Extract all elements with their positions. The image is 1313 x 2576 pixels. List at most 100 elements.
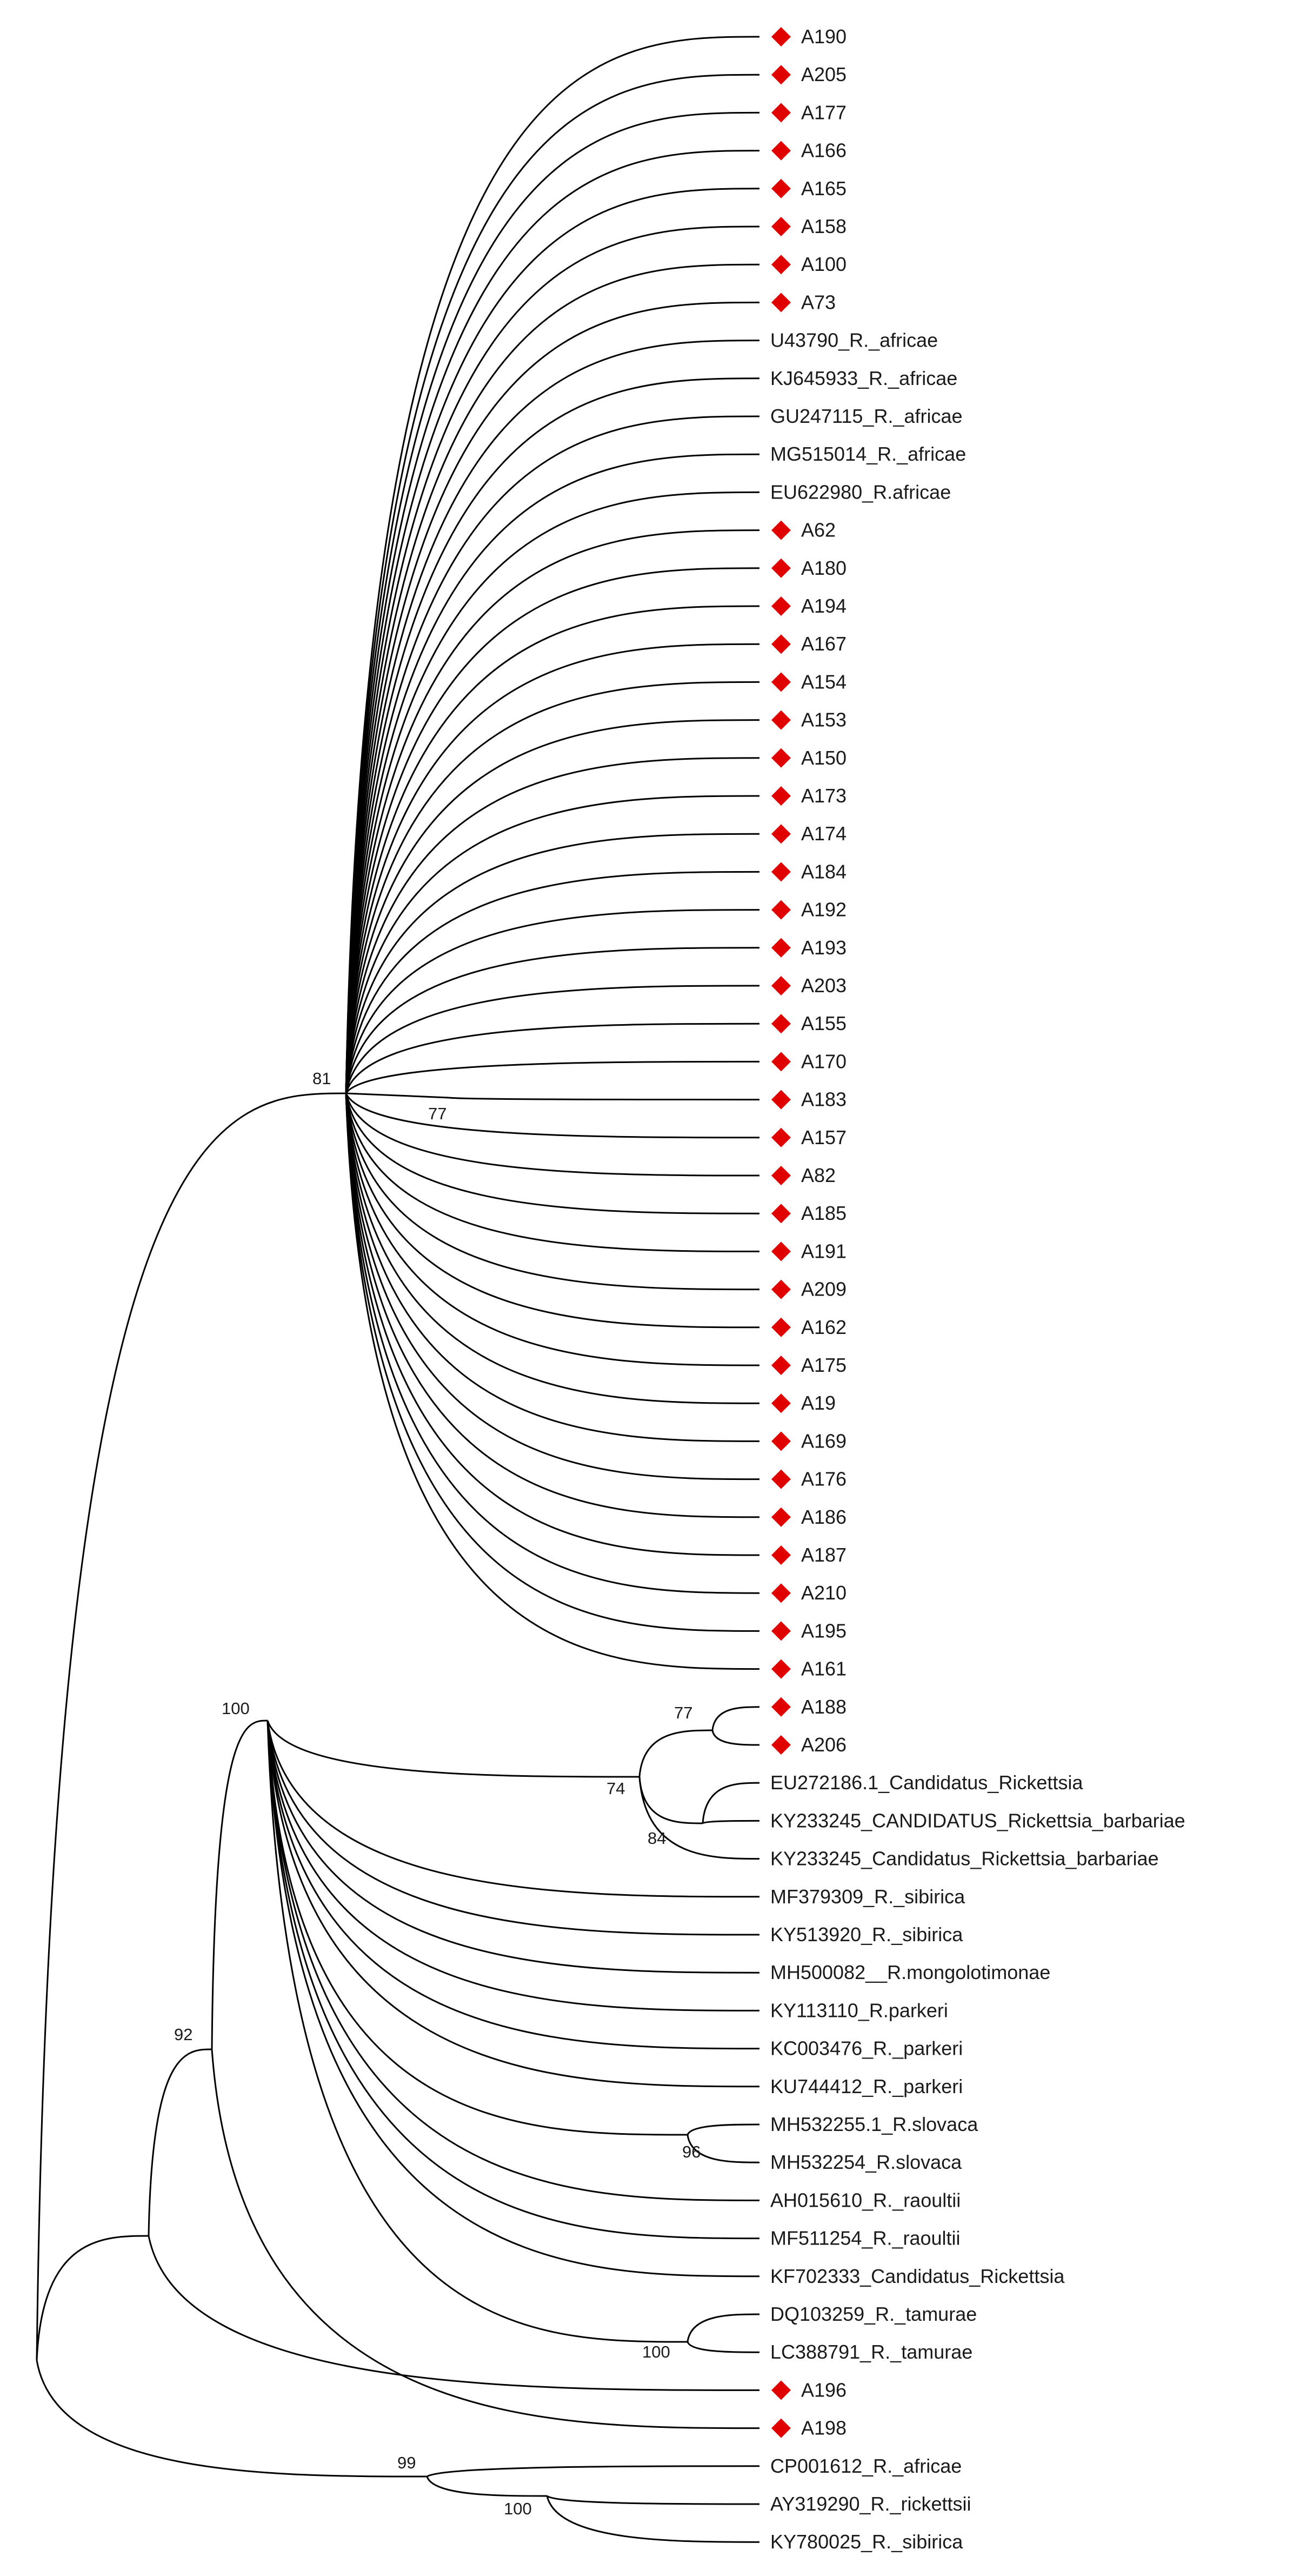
sample-marker-icon [771, 1090, 791, 1110]
sample-marker-icon [771, 938, 791, 958]
branch-KC003476_R._parkeri [266, 1720, 760, 2050]
branch-A166 [345, 150, 760, 1094]
branch-A203 [345, 985, 760, 1094]
tip-label: A161 [801, 1658, 847, 1680]
branch-A186 [345, 1093, 760, 1518]
tip-label: A206 [801, 1734, 847, 1756]
tip-label: A169 [801, 1430, 847, 1452]
tip-label: U43790_R._africae [770, 329, 938, 351]
sample-marker-icon [771, 65, 791, 85]
tip-label: A192 [801, 899, 847, 921]
tip-label: A188 [801, 1696, 847, 1718]
sample-marker-icon [771, 2418, 791, 2438]
tip-label: A73 [801, 291, 836, 313]
branch-A173 [345, 795, 760, 1094]
tip-label: DQ103259_R._tamurae [770, 2303, 977, 2325]
tip-label: MF511254_R._raoultii [770, 2227, 961, 2249]
branch-MF379309_R._sibirica [266, 1720, 760, 1898]
barbariae-group-to-A188-pair-branch [638, 1729, 713, 1777]
tip-label: A191 [801, 1240, 847, 1262]
branch-CP001612 [426, 2465, 760, 2478]
branch-A210 [345, 1093, 760, 1594]
tip-label: GU247115_R._africae [770, 405, 963, 427]
branch-A185 [345, 1093, 760, 1214]
branch-MH532254 [687, 2134, 760, 2163]
branch-A180 [345, 567, 760, 1094]
sample-marker-icon [771, 1014, 791, 1034]
tip-label: AH015610_R._raoultii [770, 2189, 961, 2211]
sample-marker-icon [771, 178, 791, 198]
tip-label: AY319290_R._rickettsii [770, 2493, 971, 2515]
sample-marker-icon [771, 1241, 791, 1262]
sample-marker-icon [771, 634, 791, 654]
branch-A19 [345, 1093, 760, 1404]
sample-marker-icon [771, 1052, 791, 1072]
tip-label: MG515014_R._africae [770, 443, 966, 465]
branch-A192 [345, 909, 760, 1094]
branch-KY233245-a [702, 1820, 760, 1824]
sample-marker-icon [771, 520, 791, 540]
support-value-sfg-plus-A196: 92 [174, 2025, 192, 2044]
branch-A82 [345, 1093, 760, 1177]
branch-A165 [345, 188, 760, 1094]
tip-label: A194 [801, 595, 847, 617]
sample-marker-icon [771, 1356, 791, 1375]
tip-label: A210 [801, 1582, 847, 1604]
node92-to-A198-branch [211, 2049, 760, 2429]
tip-label: KJ645933_R._africae [770, 367, 957, 389]
sample-marker-icon [771, 862, 791, 882]
tip-label: A186 [801, 1506, 847, 1528]
support-value-A188-A206: 77 [674, 1703, 692, 1722]
sample-marker-icon [771, 2380, 791, 2400]
sample-marker-icon [771, 900, 791, 920]
support-value-spotted-fever-group: 100 [222, 1699, 250, 1718]
branch-KY113110_R.parkeri [266, 1720, 760, 2011]
branch-A162 [345, 1093, 760, 1329]
tip-label: A184 [801, 860, 847, 882]
tip-label: A183 [801, 1088, 847, 1111]
branch-KY513920_R._sibirica [266, 1720, 760, 1936]
branch-MF511254_R._raoultii [266, 1720, 760, 2240]
branch-A190 [345, 36, 760, 1094]
branch-KY233245-b [638, 1776, 760, 1860]
sample-marker-icon [771, 1204, 791, 1224]
tip-labels: A190 A205 A177 A166 A165 A158 A100 A73 U43790_R.… [770, 25, 1185, 2553]
sample-marker-icon [771, 293, 791, 313]
branch-EU622980_R.africae [345, 491, 760, 1094]
sample-marker-icon [771, 558, 791, 578]
branch-A195 [345, 1093, 760, 1632]
branch-A191 [345, 1093, 760, 1252]
sample-marker-icon [771, 1431, 791, 1451]
branch-AY319290 [546, 2495, 760, 2505]
support-value-rickettsii-sibirica-pair: 100 [504, 2499, 532, 2518]
branch-MG515014_R._africae [345, 453, 760, 1094]
sample-marker-icon [771, 1545, 791, 1565]
tip-label: A198 [801, 2417, 847, 2439]
sample-marker-icon [771, 786, 791, 806]
branch-MH532255.1 [687, 2123, 760, 2135]
tip-label: A203 [801, 974, 847, 997]
branch-MH500082__R.mongolotimonae [266, 1720, 760, 1974]
inner-to-node92-branch [148, 2048, 212, 2236]
tip-label: A173 [801, 785, 847, 807]
tip-label: A180 [801, 557, 847, 579]
sample-marker-icon [771, 27, 791, 47]
tip-label: A196 [801, 2379, 847, 2401]
tip-label: A158 [801, 215, 847, 237]
sample-marker-icon [771, 1583, 791, 1603]
branch-A150 [345, 757, 760, 1094]
tip-label: A155 [801, 1012, 847, 1034]
branch-U43790_R._africae [345, 340, 760, 1094]
sample-marker-icon [771, 1279, 791, 1299]
sample-marker-icon [771, 1697, 791, 1717]
support-value-barbariae-group: 74 [606, 1779, 625, 1798]
tip-label: A195 [801, 1619, 847, 1642]
inner-to-A196-branch [148, 2235, 760, 2391]
sample-marker-icon [771, 103, 791, 123]
branch-A187 [345, 1093, 760, 1556]
branch-KU744412_R._parkeri [266, 1720, 760, 2088]
branch-A100 [345, 263, 760, 1094]
tree-branches [36, 36, 760, 2543]
root-to-inner-branch [36, 2235, 149, 2361]
sample-markers [771, 27, 791, 2438]
